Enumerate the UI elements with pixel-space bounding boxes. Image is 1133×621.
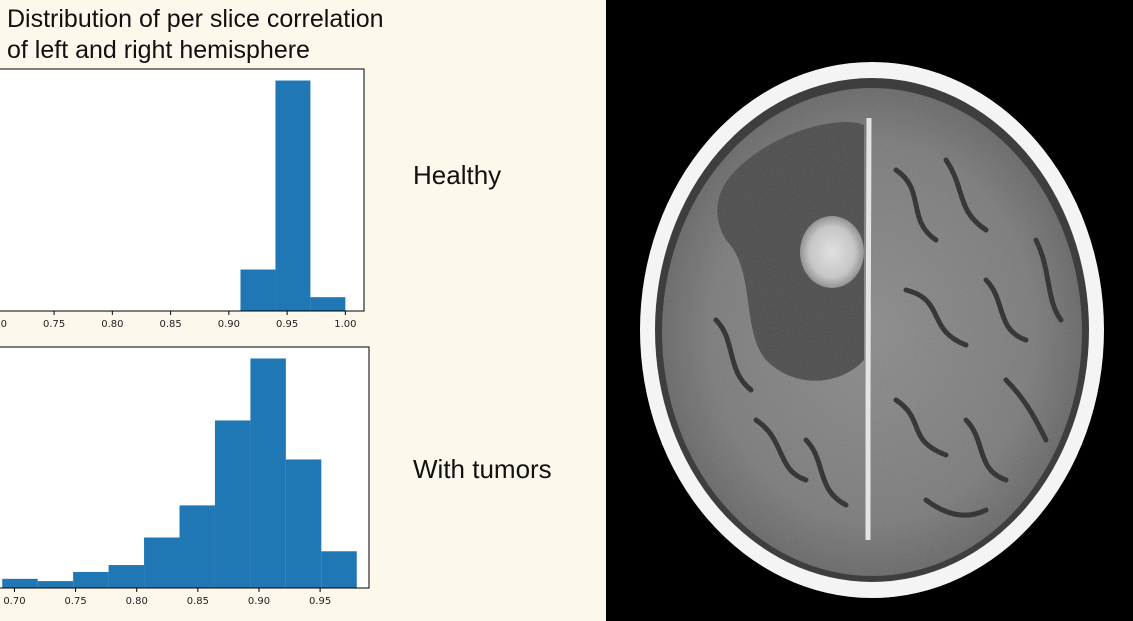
tumor-bar-5 <box>179 505 215 588</box>
figure-title-line-1: Distribution of per slice correlation <box>7 5 384 33</box>
healthy-x-tick-label-2: 0.80 <box>101 319 123 330</box>
tumor-bar-7 <box>250 358 286 588</box>
tumors-label: With tumors <box>413 454 552 484</box>
healthy-x-tick-label-5: 0.95 <box>276 319 298 330</box>
healthy-bar-0 <box>240 269 276 311</box>
ct-scan-image <box>606 0 1133 621</box>
tumor-bar-0 <box>2 578 38 588</box>
healthy-x-tick-label-0: 0.70 <box>0 319 7 330</box>
tumor-bar-4 <box>144 537 180 588</box>
healthy-axes-frame <box>0 68 365 312</box>
figure-title: Distribution of per slice correlation of… <box>7 4 384 66</box>
tumor-x-tick-label-1: 0.75 <box>64 596 86 607</box>
brain-scan-illustration <box>640 62 1104 598</box>
tumor-bar-8 <box>285 459 322 588</box>
tumor-bar-6 <box>214 420 251 588</box>
healthy-x-tick-label-1: 0.75 <box>43 319 65 330</box>
tumor-x-tick-label-2: 0.80 <box>126 596 148 607</box>
healthy-label: Healthy <box>413 160 502 190</box>
tumor-x-tick-label-3: 0.85 <box>187 596 209 607</box>
healthy-bar-2 <box>310 297 346 311</box>
healthy-x-tick-label-3: 0.85 <box>159 319 181 330</box>
healthy-bar-1 <box>275 80 311 312</box>
tumor-x-tick-label-4: 0.90 <box>248 596 270 607</box>
tumor-histogram: 0.70 0.75 0.80 0.85 0.90 0.95 <box>0 346 370 607</box>
tumor-bar-3 <box>108 565 145 588</box>
figure-panel: Distribution of per slice correlation of… <box>0 4 552 607</box>
healthy-histogram: 0.70 0.75 0.80 0.85 0.90 0.95 1.00 <box>0 68 365 330</box>
tumor-axes-frame <box>0 346 370 589</box>
tumor-x-tick-label-5: 0.95 <box>309 596 331 607</box>
healthy-x-tick-label-4: 0.90 <box>218 319 240 330</box>
healthy-x-tick-label-6: 1.00 <box>334 319 356 330</box>
tumor-bar-9 <box>321 551 357 588</box>
tumor-bar-1 <box>37 581 74 588</box>
tumor-bar-2 <box>73 571 109 588</box>
figure-title-line-2: of left and right hemisphere <box>7 36 310 64</box>
tumor-x-tick-label-0: 0.70 <box>3 596 25 607</box>
